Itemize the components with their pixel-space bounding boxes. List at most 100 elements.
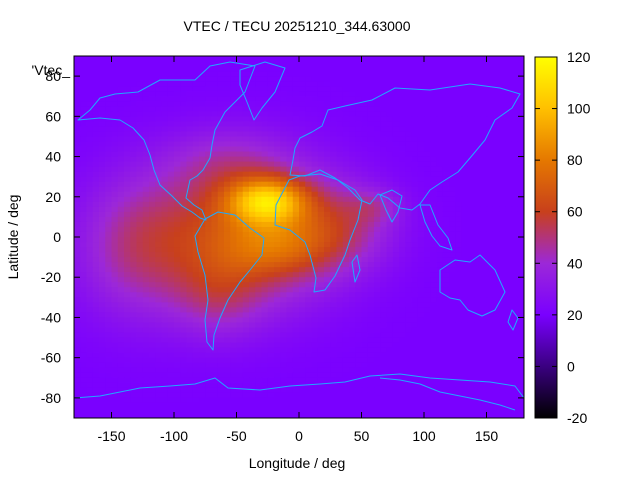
heatmap-cell [517,171,524,178]
heatmap-cell [411,352,419,359]
heatmap-cell [317,397,325,404]
heatmap-cell [474,131,481,138]
heatmap-cell [99,191,106,198]
heatmap-cell [499,91,506,97]
heatmap-cell [155,86,163,92]
heatmap-cell [155,377,163,384]
heatmap-cell [424,111,431,117]
heatmap-cell [499,226,506,233]
heatmap-cell [511,146,519,153]
heatmap-cell [80,106,88,112]
heatmap-cell [136,161,144,168]
heatmap-cell [130,272,138,278]
heatmap-cell [342,106,350,112]
heatmap-cell [355,216,363,223]
heatmap-cell [280,176,288,183]
heatmap-cell [442,352,450,359]
heatmap-cell [261,392,269,399]
heatmap-cell [230,111,238,117]
heatmap-cell [349,237,356,243]
heatmap-cell [505,231,513,238]
heatmap-cell [142,81,150,87]
heatmap-cell [167,342,175,349]
heatmap-cell [311,372,319,379]
heatmap-cell [105,146,113,153]
heatmap-cell [80,161,88,168]
heatmap-cell [480,317,488,324]
heatmap-cell [286,186,294,193]
heatmap-cell [324,237,331,243]
heatmap-cell [380,247,388,253]
heatmap-cell [86,201,94,208]
heatmap-cell [386,56,394,62]
heatmap-cell [149,327,156,334]
heatmap-cell [299,262,306,268]
heatmap-cell [486,116,494,122]
heatmap-cell [211,322,219,329]
heatmap-cell [505,86,513,92]
heatmap-cell [305,302,313,308]
heatmap-cell [355,81,363,87]
heatmap-cell [130,131,138,138]
heatmap-cell [492,186,500,193]
heatmap-cell [142,262,150,268]
heatmap-cell [142,151,150,158]
heatmap-cell [186,397,194,404]
heatmap-cell [174,287,181,293]
heatmap-cell [486,96,494,102]
heatmap-cell [217,106,225,112]
heatmap-cell [130,337,138,344]
heatmap-cell [180,66,188,72]
heatmap-cell [280,357,288,364]
heatmap-cell [74,61,81,67]
heatmap-cell [180,237,188,243]
heatmap-cell [274,247,281,253]
heatmap-cell [174,342,181,349]
heatmap-cell [111,342,119,349]
heatmap-cell [255,136,263,143]
heatmap-cell [124,312,131,319]
heatmap-cell [167,181,175,188]
heatmap-cell [86,86,94,92]
heatmap-cell [286,201,294,208]
heatmap-cell [99,161,106,168]
heatmap-cell [186,141,194,148]
heatmap-cell [455,96,463,102]
heatmap-cell [511,282,519,288]
heatmap-cell [355,61,363,67]
heatmap-cell [349,372,356,379]
heatmap-cell [442,322,450,329]
heatmap-cell [92,81,100,87]
heatmap-cell [311,221,319,228]
heatmap-cell [311,387,319,394]
heatmap-cell [80,61,88,67]
heatmap-cell [92,171,100,178]
heatmap-cell [449,337,456,344]
heatmap-cell [99,262,106,268]
heatmap-cell [336,357,344,364]
heatmap-cell [436,136,444,143]
heatmap-cell [136,211,144,218]
heatmap-cell [436,216,444,223]
heatmap-cell [442,367,450,374]
heatmap-cell [111,206,119,213]
heatmap-cell [386,382,394,389]
heatmap-cell [399,342,406,349]
heatmap-cell [299,196,306,203]
heatmap-cell [180,327,188,334]
heatmap-cell [292,257,300,263]
heatmap-cell [236,267,244,273]
heatmap-cell [205,61,213,67]
heatmap-cell [161,226,169,233]
heatmap-cell [386,357,394,364]
heatmap-cell [342,201,350,208]
heatmap-cell [455,287,463,293]
heatmap-cell [117,332,125,339]
heatmap-cell [205,176,213,183]
heatmap-cell [467,131,475,138]
heatmap-cell [111,61,119,67]
heatmap-cell [224,131,231,138]
heatmap-cell [167,327,175,334]
heatmap-cell [136,282,144,288]
heatmap-cell [417,322,425,329]
